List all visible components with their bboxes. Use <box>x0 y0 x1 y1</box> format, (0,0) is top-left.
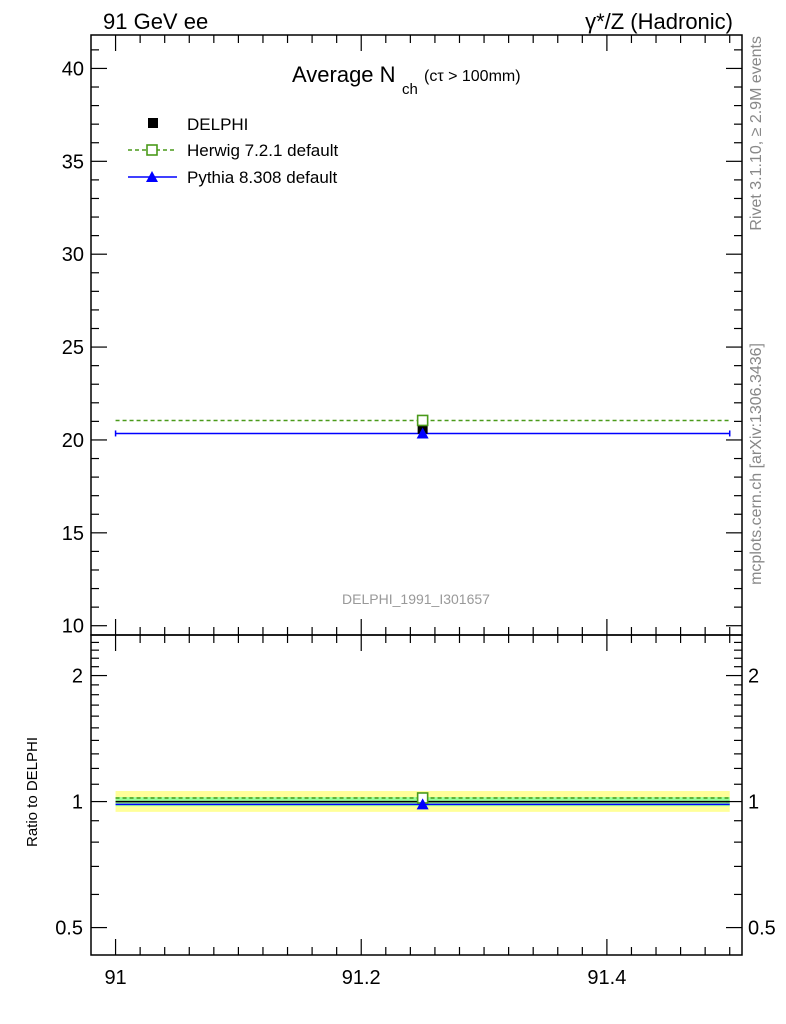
main-y-tick-label: 30 <box>62 244 84 266</box>
ratio-x-tick-label: 91.2 <box>342 967 381 989</box>
plot-title: Average N <box>292 62 396 87</box>
ratio-y-tick-label: 1 <box>72 792 83 814</box>
energy-label: 91 GeV ee <box>103 9 208 34</box>
main-y-tick-label: 15 <box>62 523 84 545</box>
ratio-x-tick-label: 91 <box>104 967 126 989</box>
ratio-y-axis-label: Ratio to DELPHI <box>24 737 41 847</box>
ratio-y-tick-label: 2 <box>72 666 83 688</box>
main-y-tick-label: 35 <box>62 151 84 173</box>
analysis-id: DELPHI_1991_I301657 <box>342 591 490 607</box>
legend-marker-pythia <box>146 171 158 182</box>
legend: DELPHI Herwig 7.2.1 default Pythia 8.308… <box>128 115 338 187</box>
herwig-point <box>416 414 429 427</box>
rivet-label: Rivet 3.1.10, ≥ 2.9M events <box>748 36 765 231</box>
main-y-tick-label: 25 <box>62 337 84 359</box>
ratio-y-tick-label-right: 2 <box>748 666 759 688</box>
legend-label-delphi: DELPHI <box>187 115 248 134</box>
plot-title-subscript: ch <box>402 81 418 98</box>
ratio-y-tick-label-right: 1 <box>748 792 759 814</box>
main-y-tick-label: 20 <box>62 430 84 452</box>
process-label: γ*/Z (Hadronic) <box>585 9 733 34</box>
ratio-y-tick-label: 0.5 <box>55 918 83 940</box>
legend-label-herwig: Herwig 7.2.1 default <box>187 141 338 160</box>
plot-title-main: Average N <box>292 62 396 87</box>
source-label: mcplots.cern.ch [arXiv:1306.3436] <box>748 343 765 585</box>
ratio-panel-frame <box>90 634 743 956</box>
ratio-y-tick-label-right: 0.5 <box>748 918 776 940</box>
legend-marker-delphi <box>148 118 158 128</box>
pythia-point <box>416 427 429 439</box>
legend-marker-herwig <box>146 144 158 156</box>
main-y-tick-label: 40 <box>62 58 84 80</box>
ratio-x-tick-label: 91.4 <box>587 967 626 989</box>
plot-title-cut: (cτ > 100mm) <box>424 68 521 85</box>
legend-label-pythia: Pythia 8.308 default <box>187 168 338 187</box>
main-y-tick-label: 10 <box>62 616 84 638</box>
pythia-ratio-point <box>416 798 429 810</box>
